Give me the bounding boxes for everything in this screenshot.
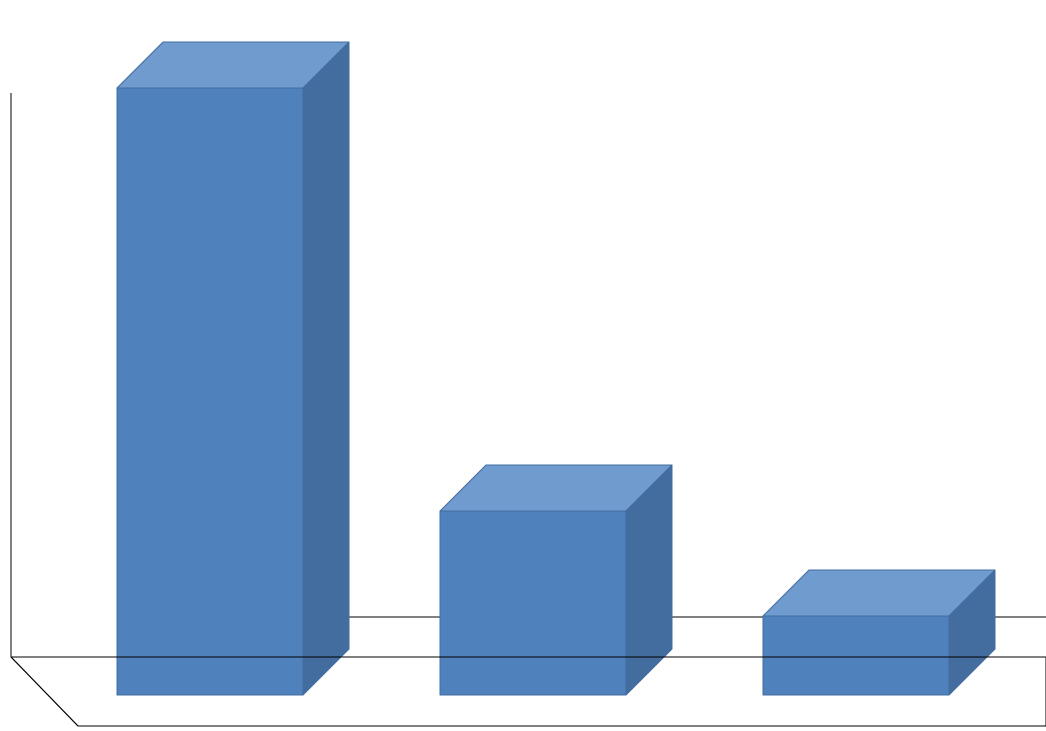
chart-svg [0,0,1046,731]
bar-0-front [117,88,303,695]
bar-1 [440,465,672,695]
bar-chart-3d [0,0,1046,731]
bar-2 [763,570,995,695]
bar-0-side [303,42,349,695]
bar-2-front [763,616,949,695]
bar-1-front [440,511,626,695]
bar-0 [117,42,349,695]
